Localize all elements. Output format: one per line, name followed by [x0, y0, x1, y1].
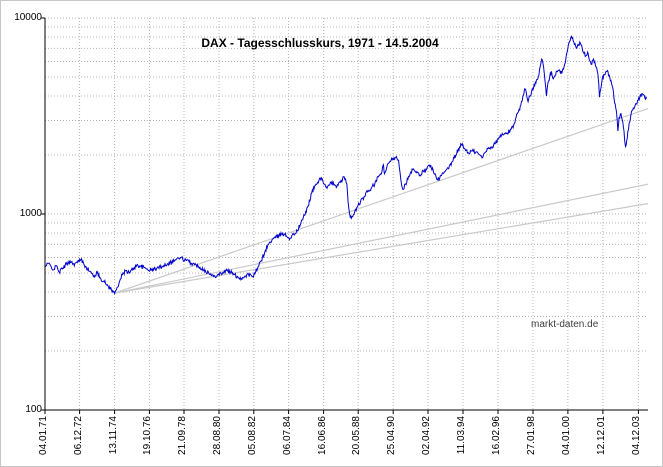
x-axis-label: 04.01.00 — [560, 416, 572, 455]
x-axis-label: 21.09.78 — [177, 416, 189, 455]
x-axis-label: 20.05.88 — [351, 416, 363, 455]
y-axis-label: 100 — [25, 404, 42, 415]
x-axis-label: 04.01.71 — [38, 416, 49, 455]
x-axis-label: 05.08.82 — [246, 416, 258, 455]
trend-line — [114, 203, 649, 294]
trend-line — [114, 108, 649, 294]
x-axis-label: 06.07.84 — [281, 416, 293, 455]
x-axis-label: 27.01.98 — [525, 416, 537, 455]
x-axis-label: 16.06.86 — [316, 416, 328, 455]
x-axis-label: 12.12.01 — [595, 416, 607, 455]
x-axis-label: 04.12.03 — [631, 416, 643, 455]
y-axis-label: 1000 — [19, 208, 42, 219]
watermark-text: markt-daten.de — [531, 319, 599, 330]
dax-series-line — [44, 34, 648, 296]
y-axis-label: 10000 — [14, 12, 42, 23]
x-axis-label: 11.03.94 — [455, 416, 467, 455]
x-axis-label: 25.04.90 — [386, 416, 398, 455]
x-axis-label: 28.08.80 — [212, 416, 223, 455]
x-axis-label: 19.10.76 — [142, 416, 154, 455]
chart-title: DAX - Tagesschlusskurs, 1971 - 14.5.2004 — [201, 36, 439, 50]
x-axis-label: 06.12.72 — [72, 416, 84, 455]
x-axis-label: 13.11.74 — [107, 416, 119, 455]
x-axis-label: 16.02.96 — [490, 416, 502, 455]
x-axis-label: 02.04.92 — [421, 416, 432, 455]
trend-line — [114, 183, 649, 294]
